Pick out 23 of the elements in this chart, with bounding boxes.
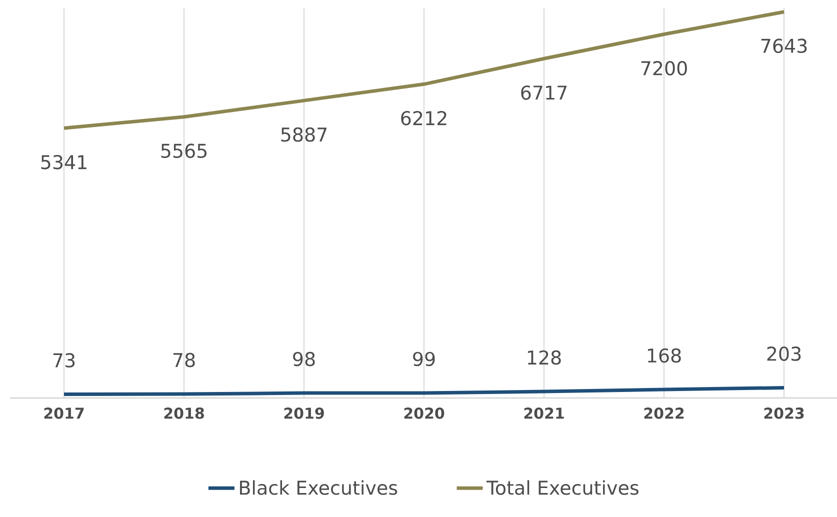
data-label: 73 <box>53 353 75 368</box>
data-label: 168 <box>648 348 681 363</box>
legend-label: Black Executives <box>240 480 398 495</box>
x-tick-label: 2021 <box>524 408 564 419</box>
data-label: 5887 <box>281 127 327 142</box>
data-label: 6212 <box>401 110 446 126</box>
x-tick-label: 2017 <box>44 408 84 419</box>
data-label: 99 <box>413 352 435 366</box>
data-label: 6717 <box>521 85 567 100</box>
data-label: 5565 <box>161 144 207 158</box>
legend-label: Total Executives <box>486 480 638 495</box>
x-tick-label: 2018 <box>164 408 204 419</box>
x-tick-label: 2019 <box>284 408 324 419</box>
data-label: 5341 <box>41 154 86 170</box>
data-label: 98 <box>293 352 315 366</box>
x-tick-label: 2020 <box>404 408 444 419</box>
data-label: 203 <box>767 346 801 361</box>
x-tick-label: 2022 <box>644 408 684 419</box>
x-tick-label: 2023 <box>764 408 804 419</box>
data-label: 7643 <box>761 38 807 54</box>
data-label: 128 <box>528 350 561 365</box>
data-label: 7200 <box>641 61 687 76</box>
data-label: 78 <box>173 352 195 368</box>
